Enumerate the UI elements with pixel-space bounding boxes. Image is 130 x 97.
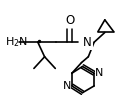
Text: H$_2$N: H$_2$N (5, 35, 28, 49)
Text: N: N (62, 81, 71, 91)
Text: N: N (83, 36, 92, 49)
Text: O: O (65, 14, 74, 27)
Text: N: N (95, 68, 103, 78)
